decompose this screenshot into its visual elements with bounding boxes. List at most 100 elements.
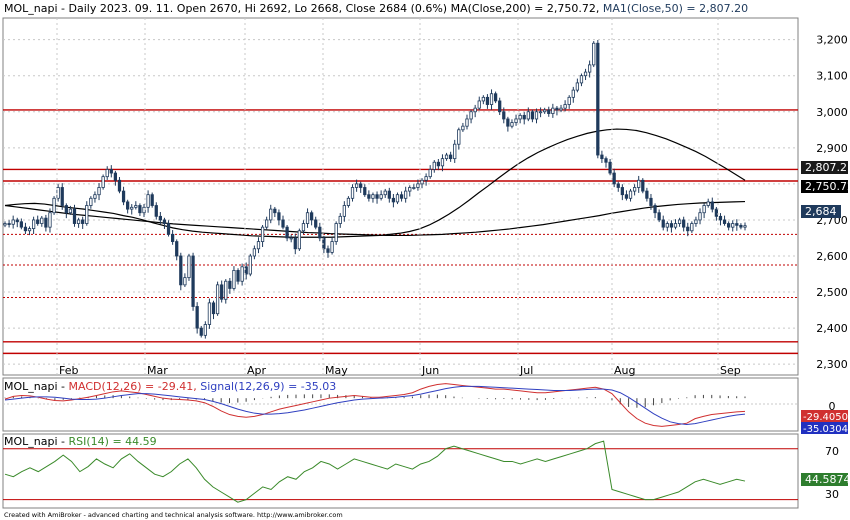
candle-body <box>600 154 604 160</box>
candle <box>52 196 56 215</box>
candle-body <box>203 324 207 336</box>
candle-body <box>183 277 187 286</box>
y-tick-label: 3,100 <box>816 70 848 83</box>
signal-value-badge: -35.0304 <box>801 422 848 435</box>
candle-body <box>710 201 714 210</box>
candle <box>338 213 342 228</box>
svg-text:-35.0304: -35.0304 <box>803 424 848 435</box>
candle <box>543 107 547 114</box>
candle <box>412 184 416 190</box>
candle <box>665 221 669 232</box>
candle <box>677 217 682 227</box>
macd-lines <box>4 383 746 427</box>
candle-body <box>211 302 216 315</box>
candle <box>187 253 191 281</box>
candle-body <box>354 183 359 188</box>
rsi-title: MOL_napi - RSI(14) = 44.59 <box>4 435 157 448</box>
candle-body <box>76 219 81 224</box>
candle <box>81 216 85 229</box>
candle-body <box>526 111 530 120</box>
candle <box>346 196 351 208</box>
candle <box>612 168 616 188</box>
candle <box>440 154 445 172</box>
svg-text:-29.4050: -29.4050 <box>803 412 848 423</box>
candle <box>718 213 723 226</box>
candle-body <box>493 93 498 102</box>
candle-body <box>481 96 485 102</box>
candle <box>453 139 457 163</box>
candle-body <box>269 208 273 221</box>
moving-average-lines <box>4 128 746 238</box>
candle <box>363 184 367 197</box>
candle-body <box>215 284 220 315</box>
candle <box>68 205 73 215</box>
candle <box>359 181 363 193</box>
candle <box>7 220 11 228</box>
candle <box>526 107 530 122</box>
candle-body <box>412 187 416 189</box>
month-label: Mar <box>147 364 168 377</box>
candle <box>93 191 97 203</box>
candle-body <box>489 93 494 105</box>
candle <box>669 220 674 233</box>
month-label: May <box>325 364 348 377</box>
macd-pane: MOL_napi - MACD(12,26) = -29.41, Signal(… <box>2 377 848 435</box>
candle-body <box>310 212 314 221</box>
candle <box>551 103 555 118</box>
candle <box>158 212 162 225</box>
candle-body <box>449 154 453 160</box>
candle-body <box>727 223 731 228</box>
candle-body <box>179 255 183 286</box>
candle <box>727 221 731 231</box>
candle <box>395 192 400 205</box>
signal-line <box>4 385 746 426</box>
candle <box>293 233 297 255</box>
candle-body <box>465 118 469 127</box>
candle <box>60 183 64 210</box>
candle <box>203 321 207 339</box>
candle <box>661 215 665 231</box>
candle-body <box>563 104 567 109</box>
candle-body <box>604 158 608 163</box>
candle <box>571 86 575 103</box>
candle-body <box>15 219 19 223</box>
candle-body <box>11 219 15 225</box>
candle <box>89 196 93 209</box>
candle-body <box>187 255 191 279</box>
candle <box>121 186 126 206</box>
candle <box>76 217 81 228</box>
candle-body <box>162 219 167 224</box>
candle-body <box>706 201 710 206</box>
candle-body <box>588 64 592 73</box>
candle-body <box>485 96 490 105</box>
candle <box>85 201 89 226</box>
ma50-value-badge: 2,807.2 <box>801 161 848 174</box>
candle <box>330 237 334 255</box>
candle-body <box>248 255 252 275</box>
candle-body <box>665 223 669 228</box>
candle <box>502 107 506 124</box>
candle-body <box>383 190 387 196</box>
candle-body <box>530 111 535 120</box>
candle <box>19 218 23 230</box>
candle-body <box>142 206 146 214</box>
candle-body <box>101 176 105 188</box>
candle-body <box>444 154 449 160</box>
macd-title-label: MACD(12,26) = -29.41, <box>69 380 197 393</box>
close-value-badge: 2,684 <box>801 205 841 218</box>
candle <box>547 106 551 117</box>
candle <box>481 95 485 105</box>
candle-body <box>7 223 11 225</box>
candle <box>600 150 604 163</box>
candle-body <box>657 212 661 221</box>
svg-text:2,750.72: 2,750.72 <box>805 180 850 193</box>
candle-body <box>408 187 412 192</box>
price-pane: 2,3002,4002,5002,6002,7002,8002,9003,000… <box>2 2 850 377</box>
month-label: Aug <box>614 364 635 377</box>
candle <box>281 215 285 230</box>
candle <box>15 217 19 228</box>
candle-body <box>575 82 580 91</box>
candle <box>428 165 432 179</box>
candle-body <box>632 187 637 192</box>
candle <box>743 222 747 231</box>
